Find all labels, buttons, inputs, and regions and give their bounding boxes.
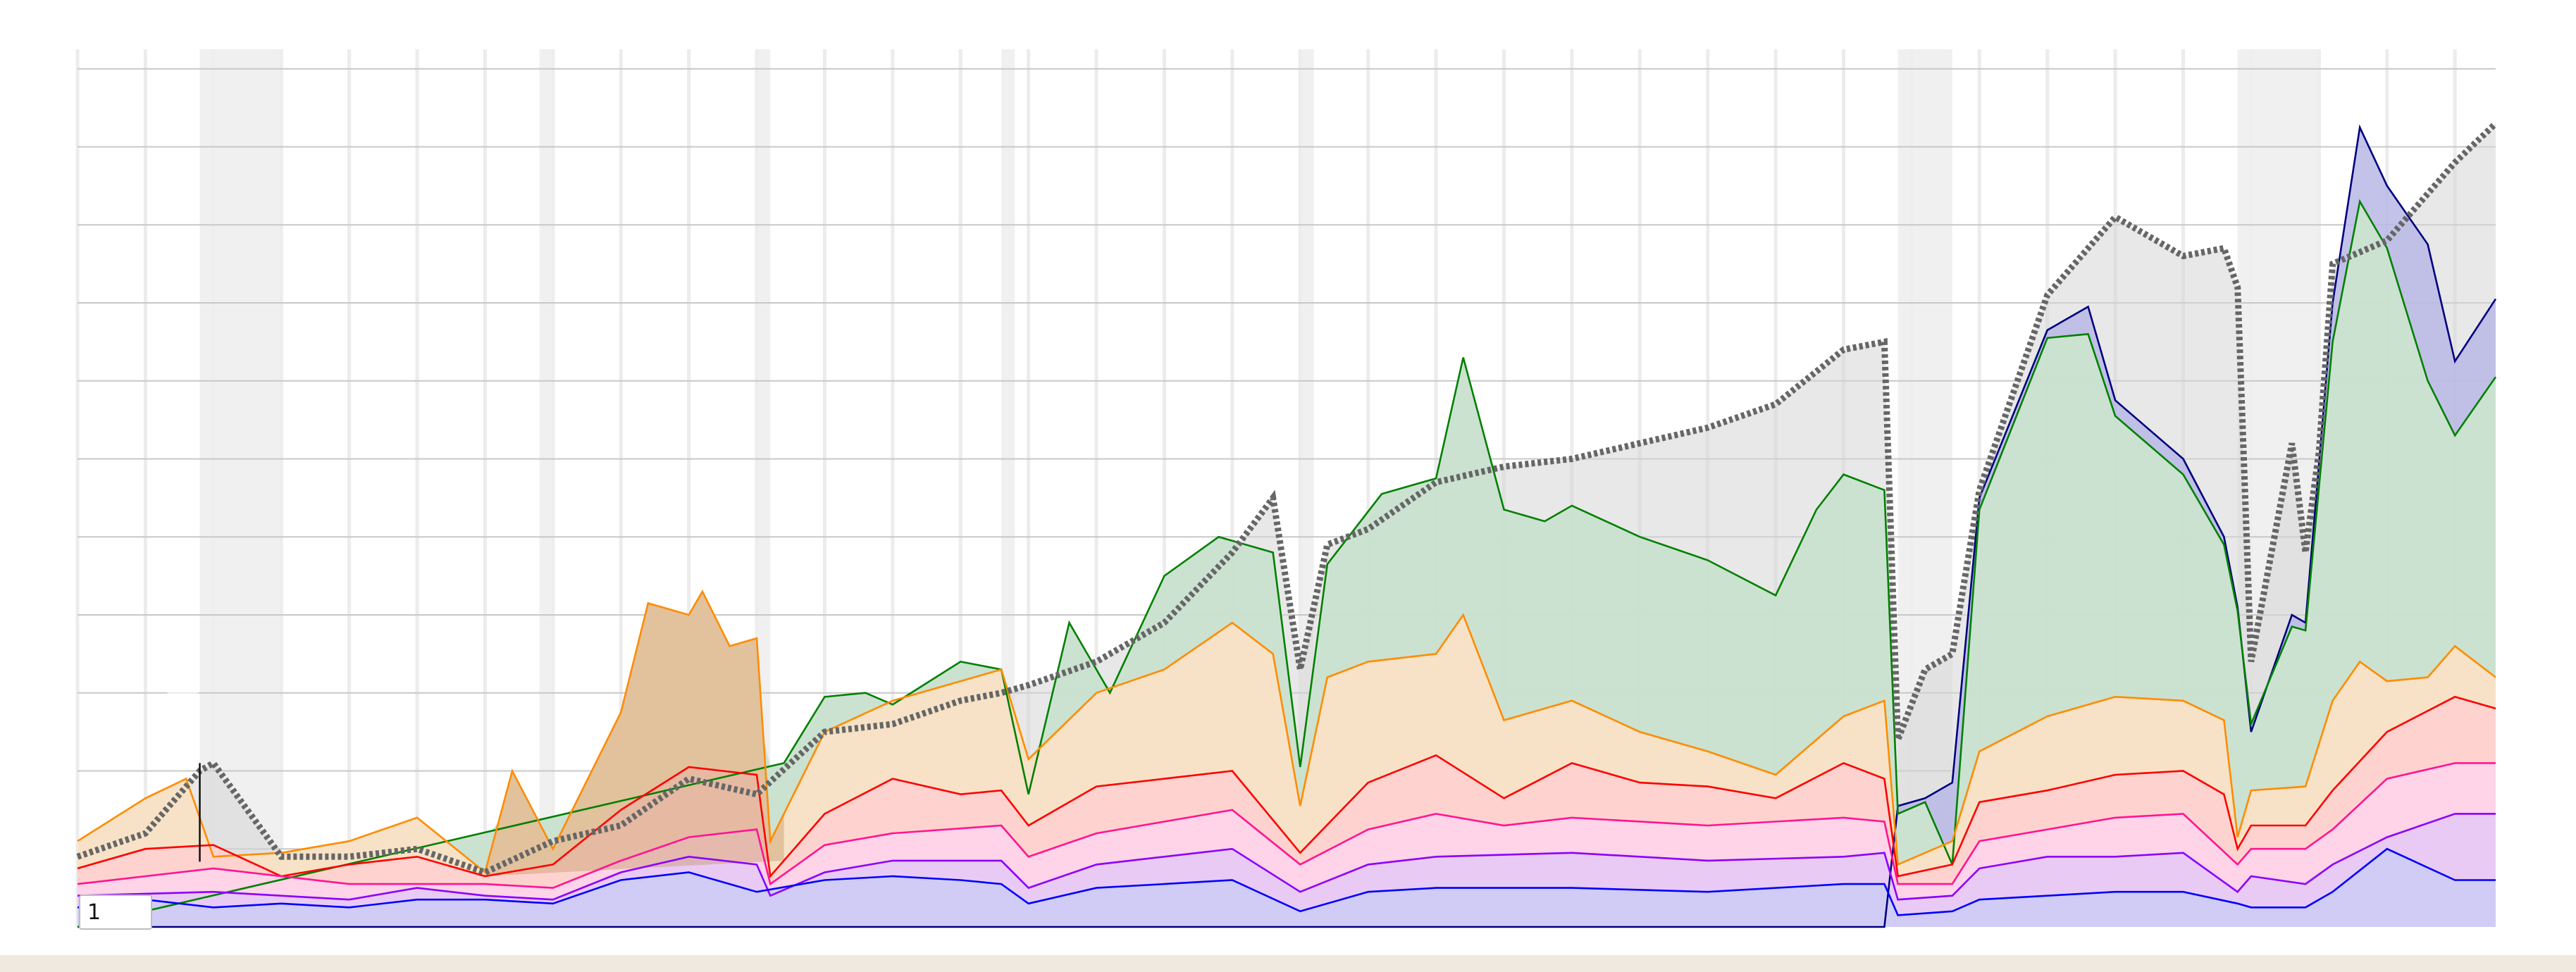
series-line — [77, 847, 2496, 916]
series-line — [77, 695, 2496, 879]
series-line — [77, 813, 2496, 901]
bottom-strip — [0, 955, 2576, 972]
annotation-backdrop — [167, 650, 199, 756]
page-number-input[interactable] — [79, 895, 152, 930]
highlight-period — [539, 49, 553, 927]
series-line — [78, 124, 2497, 928]
series-line — [77, 762, 2496, 889]
series-line-vivants — [76, 120, 2498, 876]
xviiie-area-tint — [485, 591, 784, 877]
series-area — [78, 849, 2496, 927]
series-line — [77, 590, 2496, 874]
series-line — [77, 199, 2497, 928]
